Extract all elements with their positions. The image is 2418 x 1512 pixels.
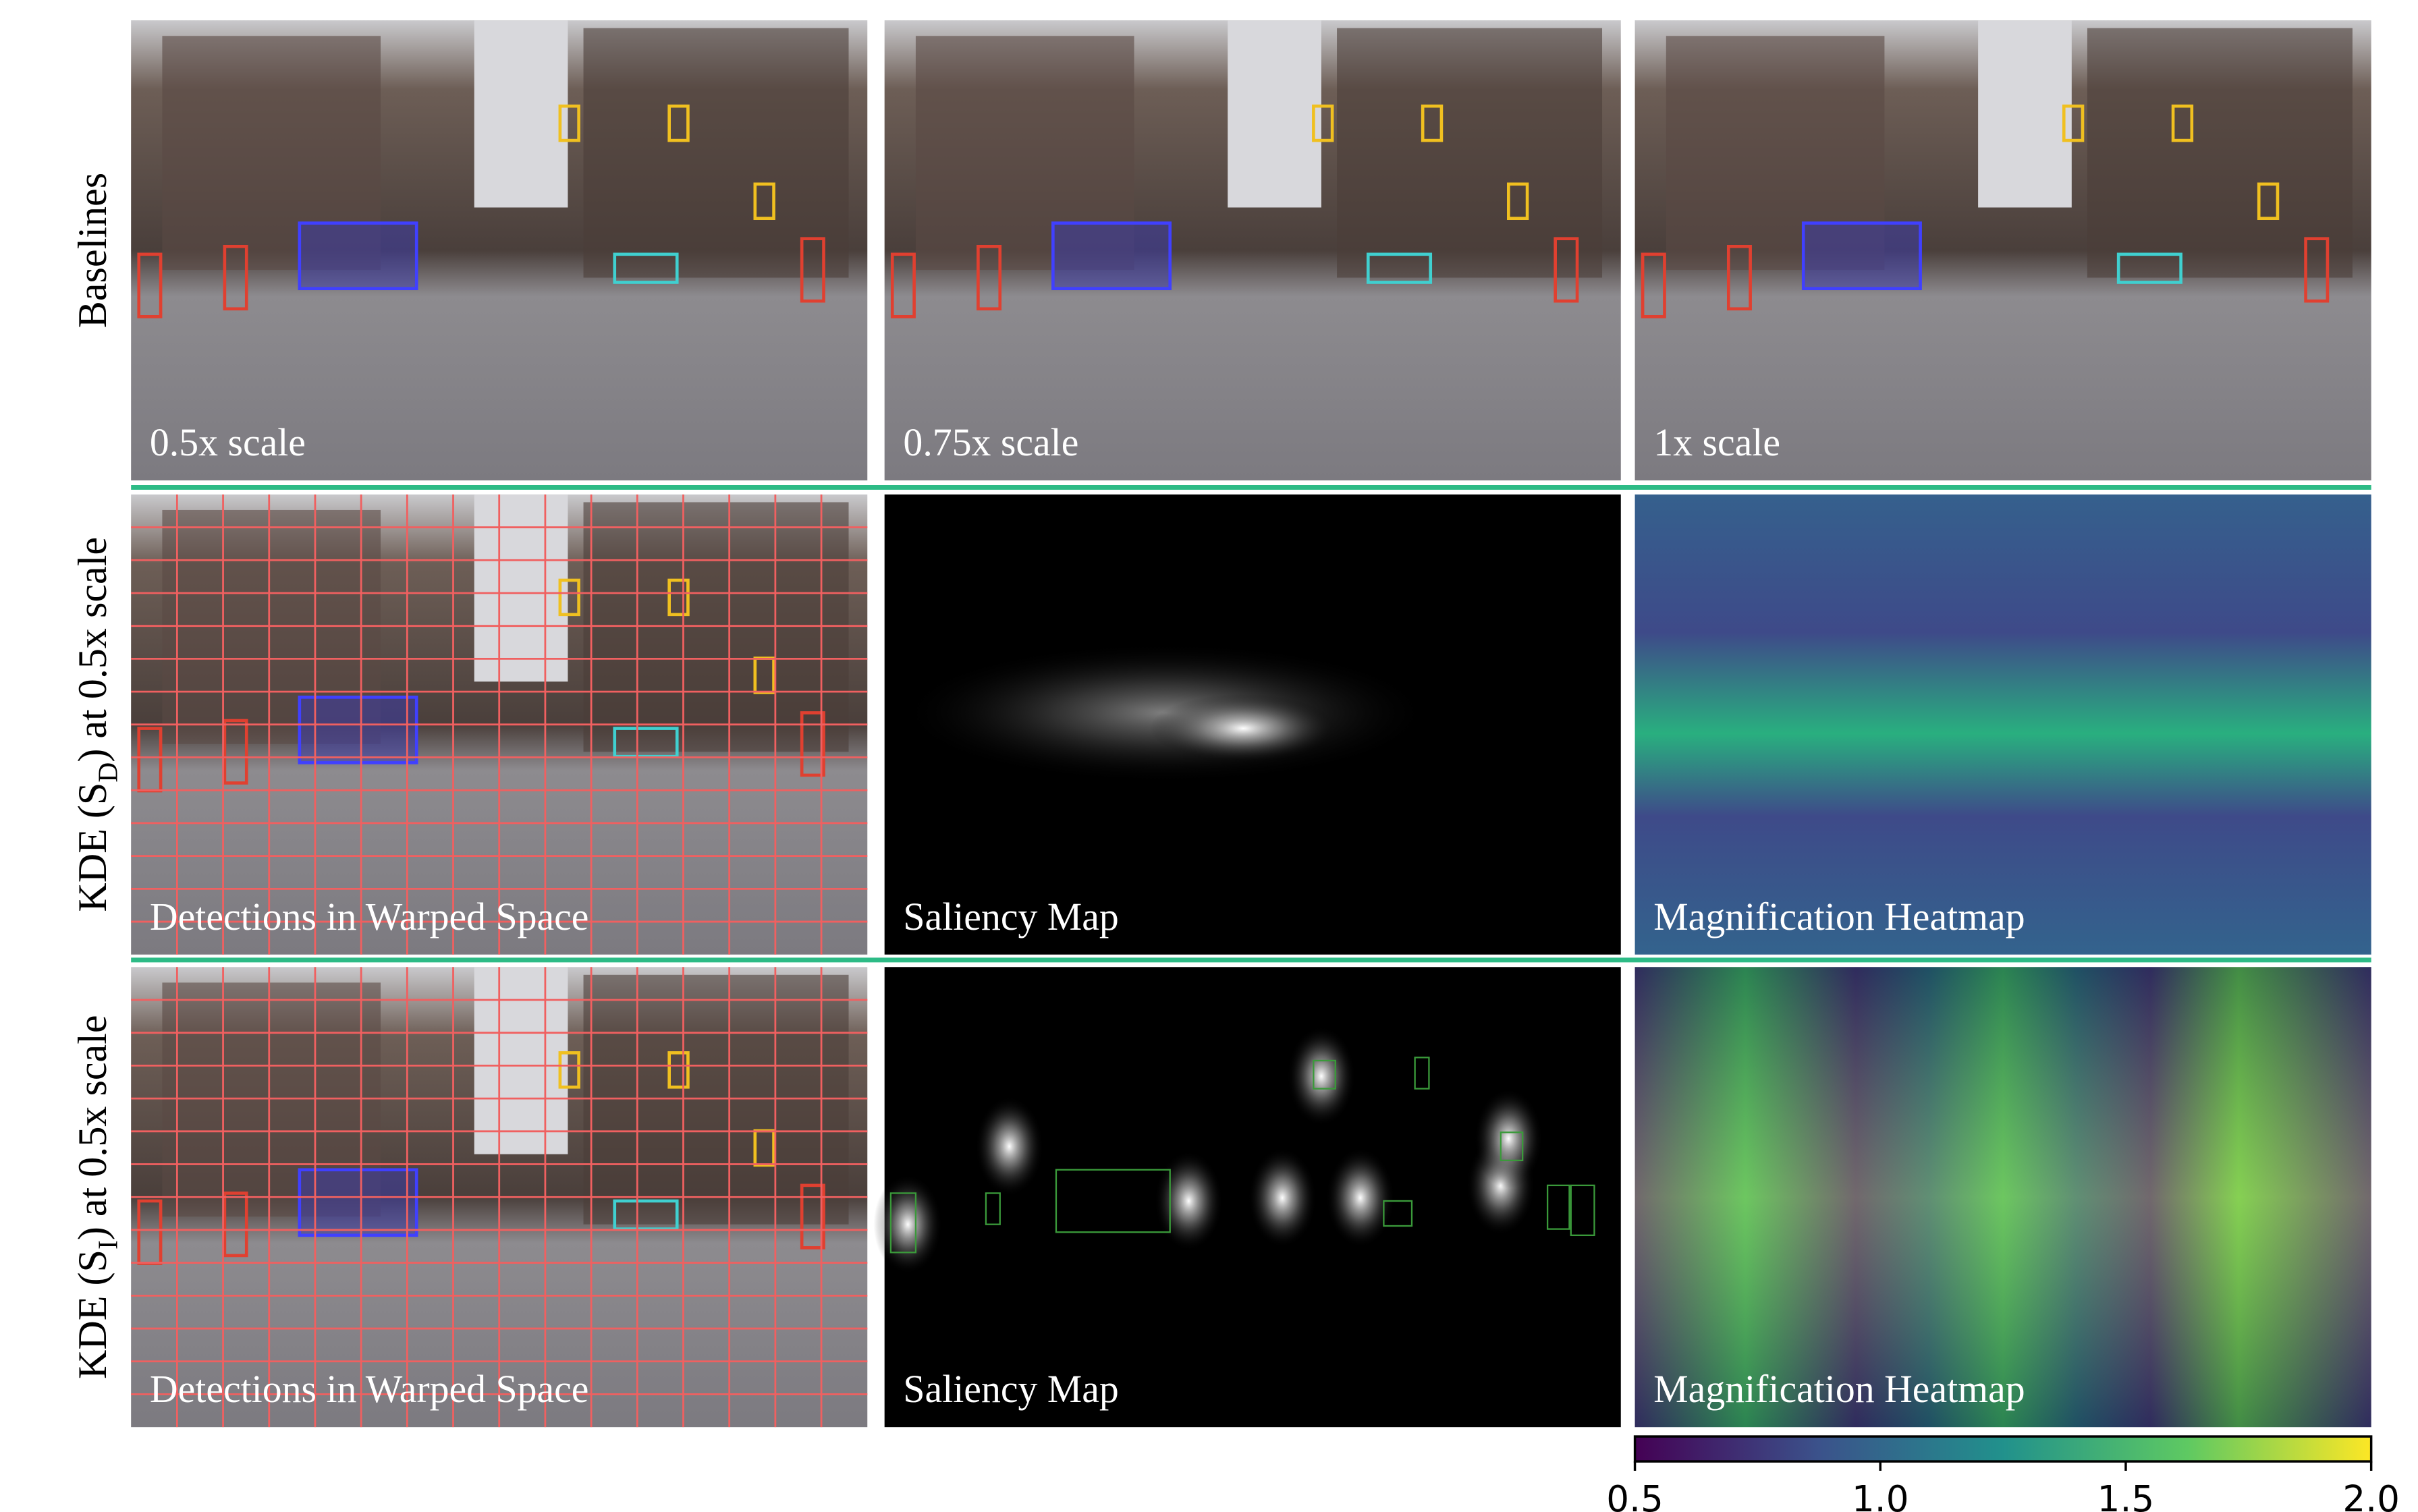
colorbar-tick-label: 0.5 [1606,1478,1664,1512]
row-label: KDE (SD) at 0.5x scale [70,537,123,912]
row-label-text: ) at 0.5x scale [70,1015,115,1240]
row-label-text: KDE (S [70,1250,115,1379]
colorbar-tick-label: 1.5 [2097,1478,2155,1512]
colorbar-tick-label: 1.0 [1852,1478,1909,1512]
panel-label: Detections in Warped Space [150,1368,589,1411]
saliency-blob [1248,1148,1317,1248]
saliency-blob [975,1096,1044,1196]
panel-label: Saliency Map [903,1368,1118,1411]
bus-box [300,697,416,762]
figure: 0.5x scale 0.75x scale 1x scale Detections … [0,0,2418,1512]
row-label-text: ) at 0.5x scale [70,537,115,762]
saliency-blob [1155,1151,1224,1251]
heatmap-overlay [1635,967,2371,1427]
magnification-heatmap [1635,495,2371,955]
saliency-blob [1150,694,1337,763]
row-label: Baselines [70,173,115,328]
sky [474,495,568,681]
saliency-blob [874,1175,943,1275]
panel-label: 1x scale [1653,421,1780,464]
sky [474,967,568,1154]
row-label-subscript: I [92,1240,123,1250]
sky [1978,20,2072,207]
saliency-blob [1287,1026,1356,1126]
panel-label: Detections in Warped Space [150,895,589,939]
row-label: KDE (SI) at 0.5x scale [70,1015,123,1379]
bus-box [1053,223,1170,289]
row-label-subscript: D [92,762,123,783]
colorbar [1635,1436,2371,1461]
panel-label: Saliency Map [903,895,1118,939]
panel-label: 0.5x scale [150,421,306,464]
bus-box [300,1170,416,1235]
sky [474,20,568,207]
sky [1228,20,1321,207]
bus-box [300,223,416,289]
colorbar-tick-label: 2.0 [2342,1478,2400,1512]
panel-label: Magnification Heatmap [1653,1368,2025,1411]
saliency-blob [1474,1089,1543,1189]
panel-label: Magnification Heatmap [1653,895,2025,939]
saliency-blob [1326,1148,1395,1248]
row-label-text: KDE (S [70,783,115,912]
bus-box [1803,223,1920,289]
panel-label: 0.75x scale [903,421,1078,464]
